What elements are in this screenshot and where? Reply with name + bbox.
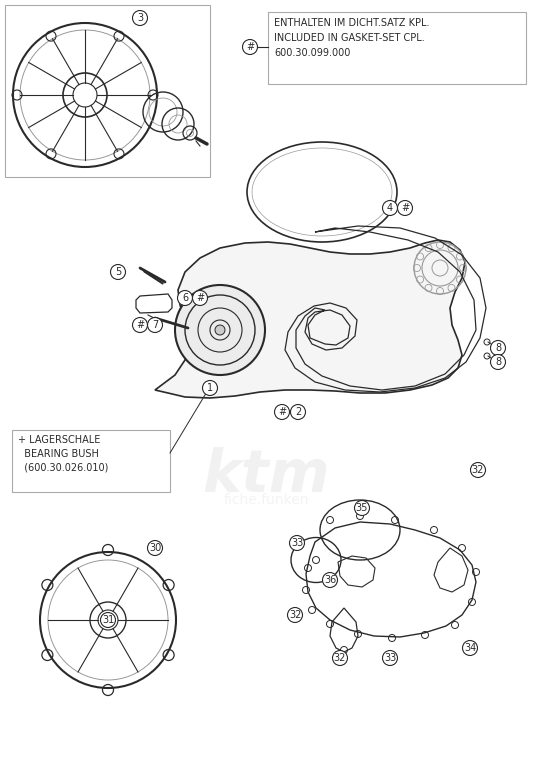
- Text: 8: 8: [495, 343, 501, 353]
- Circle shape: [148, 541, 163, 555]
- Text: 36: 36: [324, 575, 336, 585]
- Text: 33: 33: [291, 538, 303, 548]
- Text: 5: 5: [115, 267, 121, 277]
- Text: 30: 30: [149, 543, 161, 553]
- Text: fiche.funken: fiche.funken: [223, 493, 309, 507]
- Circle shape: [471, 463, 486, 477]
- Circle shape: [383, 200, 398, 215]
- Circle shape: [175, 285, 265, 375]
- Text: 32: 32: [289, 610, 301, 620]
- Circle shape: [289, 536, 304, 551]
- Circle shape: [101, 612, 116, 627]
- Circle shape: [354, 501, 369, 516]
- Text: 7: 7: [152, 320, 158, 330]
- Bar: [12, 430, 170, 492]
- Text: 31: 31: [102, 615, 114, 625]
- Text: 6: 6: [182, 293, 188, 303]
- Text: 2: 2: [295, 407, 301, 417]
- Text: ktm: ktm: [202, 446, 330, 504]
- Text: 32: 32: [472, 465, 484, 475]
- Circle shape: [148, 317, 163, 332]
- Text: 34: 34: [464, 643, 476, 653]
- Circle shape: [110, 264, 125, 279]
- Circle shape: [243, 40, 257, 55]
- Circle shape: [290, 405, 305, 420]
- Text: #: #: [278, 407, 286, 417]
- Text: ENTHALTEN IM DICHT.SATZ KPL.
INCLUDED IN GASKET-SET CPL.
600.30.099.000: ENTHALTEN IM DICHT.SATZ KPL. INCLUDED IN…: [274, 18, 430, 58]
- Polygon shape: [155, 240, 465, 398]
- Circle shape: [215, 325, 225, 335]
- Circle shape: [398, 200, 413, 215]
- Bar: [268, 12, 526, 84]
- Text: 1: 1: [207, 383, 213, 393]
- Text: #: #: [401, 203, 409, 213]
- Text: 32: 32: [334, 653, 346, 663]
- Text: 33: 33: [384, 653, 396, 663]
- Text: + LAGERSCHALE
  BEARING BUSH
  (600.30.026.010): + LAGERSCHALE BEARING BUSH (600.30.026.0…: [18, 435, 108, 473]
- Circle shape: [333, 651, 348, 665]
- Circle shape: [322, 573, 337, 587]
- Text: 35: 35: [356, 503, 368, 513]
- Text: 4: 4: [387, 203, 393, 213]
- Circle shape: [192, 290, 207, 306]
- Circle shape: [383, 651, 398, 665]
- Circle shape: [287, 608, 303, 622]
- Text: #: #: [136, 320, 144, 330]
- Circle shape: [490, 341, 505, 356]
- Text: #: #: [246, 42, 254, 52]
- Circle shape: [463, 640, 478, 655]
- Circle shape: [177, 290, 192, 306]
- Text: #: #: [196, 293, 204, 303]
- Circle shape: [203, 381, 217, 395]
- Bar: [5, 5, 210, 177]
- Circle shape: [133, 10, 148, 26]
- Text: 8: 8: [495, 357, 501, 367]
- Circle shape: [490, 354, 505, 370]
- Circle shape: [133, 317, 148, 332]
- Circle shape: [274, 405, 289, 420]
- Text: 3: 3: [137, 13, 143, 23]
